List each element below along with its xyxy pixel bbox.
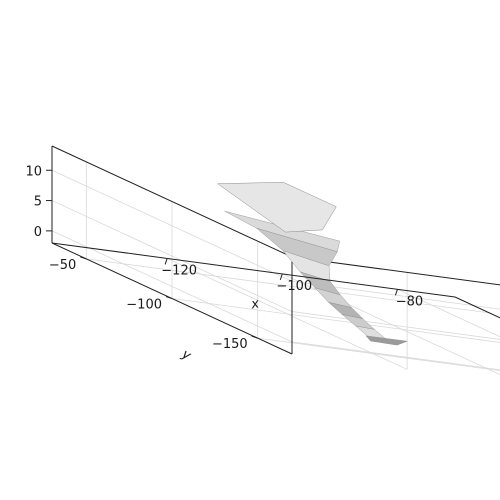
x-axis-label: x — [249, 296, 260, 312]
floor-grid-line-x — [282, 273, 500, 375]
floor-front-edge — [51, 242, 456, 298]
floor-grid-line-y — [257, 337, 500, 372]
y-tick-label: −50 — [49, 258, 76, 273]
wall-grid-line-z — [51, 169, 293, 282]
wall-grid-line-z — [291, 280, 500, 310]
floor-grid-line-y — [86, 258, 490, 314]
y-tick — [80, 256, 87, 260]
floor-right-edge — [454, 296, 500, 319]
x-tick-label: −80 — [396, 294, 423, 309]
surface-tip — [365, 335, 408, 346]
x-tick — [164, 258, 168, 265]
x-tick — [394, 289, 398, 296]
surface-crest — [216, 182, 337, 233]
top-left-edge — [51, 145, 293, 258]
wall-grid-line-z — [51, 200, 293, 312]
top-back-edge — [291, 256, 500, 286]
wall-grid-line-z — [291, 341, 500, 371]
y-tick — [251, 335, 258, 339]
y-tick — [165, 296, 173, 299]
floor-grid-line-y — [171, 298, 500, 343]
z-tick-label: 0 — [34, 225, 42, 240]
wall-grid-line-z — [51, 230, 293, 343]
z-tick-label: 5 — [34, 195, 42, 210]
x-tick — [279, 273, 283, 281]
floor-grid-line-x — [397, 288, 500, 338]
y-axis-label: y — [178, 346, 193, 363]
z-tick-label: 10 — [25, 164, 42, 179]
axis-labels: x y — [178, 296, 260, 364]
y-tick-label: −100 — [126, 298, 162, 313]
x-tick-label: −100 — [276, 279, 312, 294]
x-tick-label: −120 — [161, 263, 197, 278]
back-wall-grid — [51, 161, 500, 371]
back-frame — [51, 145, 500, 354]
y-tick-label: −150 — [212, 337, 248, 352]
axis-ticks: 10 5 0 −50 −100 −150 −80 −100 −120 — [25, 164, 423, 352]
